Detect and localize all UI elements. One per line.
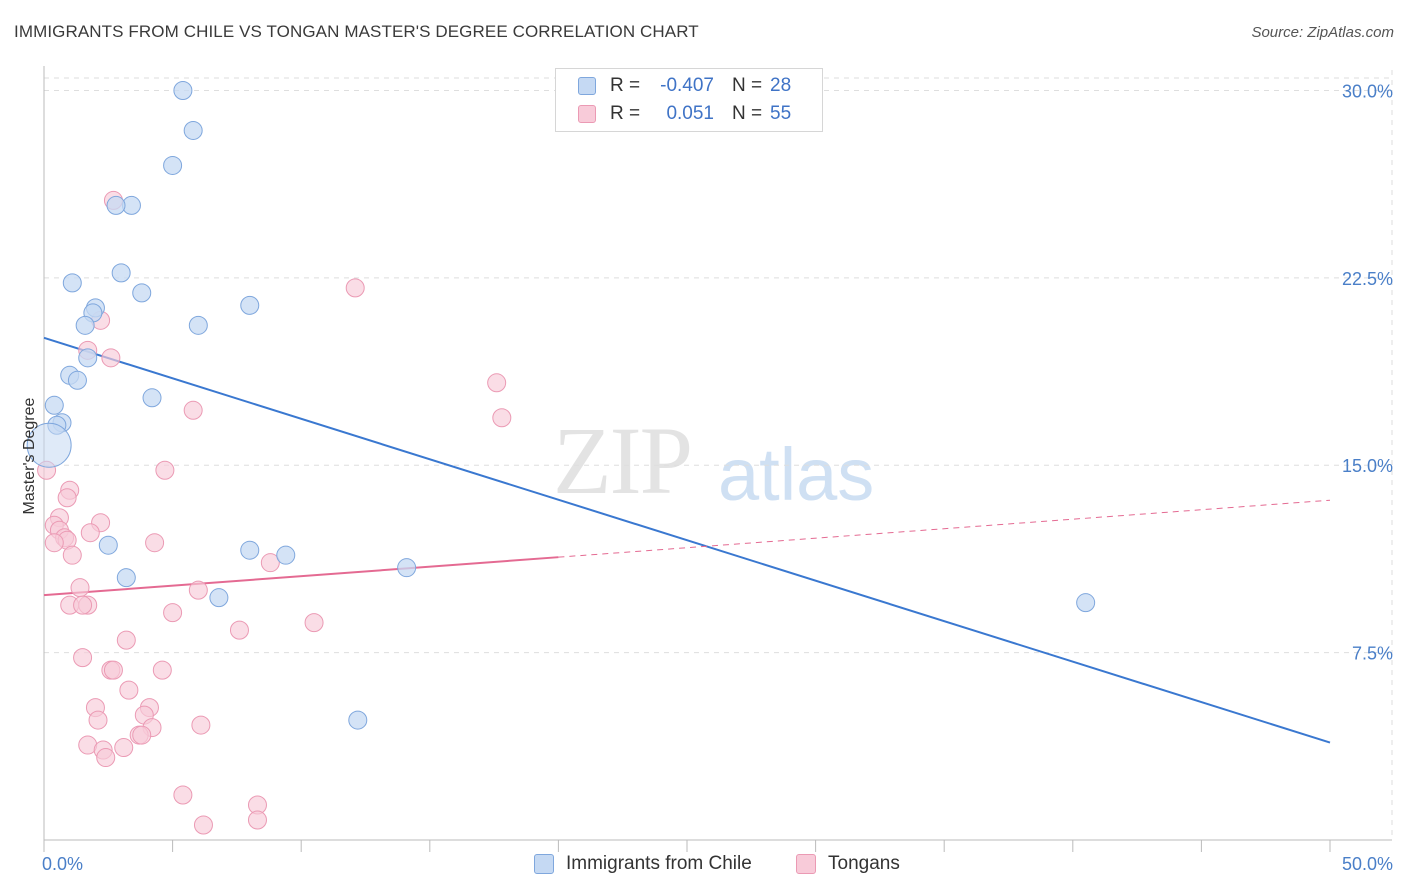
- data-point-tongans: [73, 648, 93, 668]
- data-point-tongans: [173, 785, 193, 805]
- data-point-tongans: [247, 810, 267, 830]
- data-point-tongans: [96, 748, 116, 768]
- data-point-tongans: [191, 715, 211, 735]
- data-point-tongans: [188, 580, 208, 600]
- data-points: [26, 80, 1096, 835]
- bottom-legend-tongans[interactable]: Tongans: [796, 851, 900, 877]
- chart-title: IMMIGRANTS FROM CHILE VS TONGAN MASTER'S…: [14, 22, 699, 41]
- data-point-tongans: [260, 553, 280, 573]
- data-point-tongans: [152, 660, 172, 680]
- axes: [43, 66, 1392, 852]
- bottom-legend-chile[interactable]: Immigrants from Chile: [534, 851, 752, 877]
- legend-r-label: R =: [610, 103, 641, 124]
- data-point-chile: [111, 263, 131, 283]
- data-point-chile: [240, 295, 260, 315]
- data-point-chile: [183, 120, 203, 140]
- data-point-chile: [98, 535, 118, 555]
- legend-n-value: 55: [770, 103, 792, 124]
- x-tick-label: 50.0%: [1342, 854, 1393, 874]
- bottom-legend-swatch-pink: [796, 854, 816, 874]
- legend-row-chile: R = -0.407 N = 28: [578, 73, 791, 99]
- data-point-chile: [1076, 593, 1096, 613]
- y-axis-label: Master's Degree: [21, 397, 38, 514]
- data-point-tongans: [73, 595, 93, 615]
- trend-line-tongans-projected: [558, 499, 1331, 558]
- data-point-tongans: [183, 400, 203, 420]
- legend-n-label: N =: [732, 75, 763, 96]
- data-point-tongans: [163, 603, 183, 623]
- data-point-tongans: [103, 660, 123, 680]
- tick-labels: 7.5% 15.0% 22.5% 30.0% 0.0% 50.0%: [42, 81, 1393, 874]
- trend-lines: [43, 336, 1331, 744]
- data-point-tongans: [132, 725, 152, 745]
- y-tick-label: 22.5%: [1342, 269, 1393, 289]
- data-point-tongans: [345, 278, 365, 298]
- y-tick-label: 15.0%: [1342, 456, 1393, 476]
- y-tick-label: 7.5%: [1352, 644, 1393, 664]
- data-point-chile: [75, 315, 95, 335]
- data-point-chile: [44, 395, 64, 415]
- gridlines: [44, 70, 1393, 840]
- legend-n-label: N =: [732, 103, 763, 124]
- y-tick-label: 30.0%: [1342, 81, 1393, 101]
- legend-r-label: R =: [610, 75, 641, 96]
- legend-swatch-pink: [578, 105, 596, 123]
- data-point-chile: [116, 568, 136, 588]
- data-point-chile: [209, 588, 229, 608]
- data-point-tongans: [101, 348, 121, 368]
- data-point-tongans: [44, 533, 64, 553]
- trend-line-tongans: [43, 556, 559, 597]
- data-point-chile: [173, 80, 193, 100]
- data-point-tongans: [487, 373, 507, 393]
- data-point-tongans: [229, 620, 249, 640]
- legend-r-value: 0.051: [666, 103, 714, 124]
- data-point-tongans: [119, 680, 139, 700]
- legend-swatch-blue: [578, 77, 596, 95]
- data-point-tongans: [155, 460, 175, 480]
- data-point-tongans: [57, 488, 77, 508]
- data-point-tongans: [80, 523, 100, 543]
- data-point-tongans: [114, 738, 134, 758]
- data-point-chile: [348, 710, 368, 730]
- data-point-chile: [142, 388, 162, 408]
- data-point-chile: [240, 540, 260, 560]
- data-point-chile: [132, 283, 152, 303]
- data-point-chile: [397, 558, 417, 578]
- data-point-tongans: [304, 613, 324, 633]
- bottom-legend-swatch-blue: [534, 854, 554, 874]
- data-point-chile: [106, 195, 126, 215]
- data-point-tongans: [116, 630, 136, 650]
- data-point-tongans: [88, 710, 108, 730]
- bottom-legend-label: Immigrants from Chile: [566, 853, 752, 874]
- data-point-chile: [188, 315, 208, 335]
- data-point-chile: [163, 155, 183, 175]
- data-point-chile: [78, 348, 98, 368]
- correlation-legend: R = -0.407 N = 28 R = 0.051 N = 55: [555, 68, 823, 132]
- data-point-chile: [276, 545, 296, 565]
- trend-line-chile: [43, 336, 1331, 744]
- data-point-tongans: [193, 815, 213, 835]
- legend-r-value: -0.407: [660, 75, 714, 96]
- source-credit: Source: ZipAtlas.com: [1251, 24, 1394, 41]
- watermark-zip: ZIP: [553, 407, 693, 514]
- legend-n-value: 28: [770, 75, 792, 96]
- bottom-legend-label: Tongans: [828, 853, 900, 874]
- watermark-atlas: atlas: [718, 433, 875, 516]
- data-point-chile: [67, 370, 87, 390]
- data-point-tongans: [492, 408, 512, 428]
- data-point-chile: [26, 422, 72, 468]
- data-point-tongans: [70, 578, 90, 598]
- legend-row-tongans: R = 0.051 N = 55: [578, 101, 791, 127]
- x-tick-label: 0.0%: [42, 854, 83, 874]
- data-point-tongans: [145, 533, 165, 553]
- data-point-chile: [62, 273, 82, 293]
- data-point-tongans: [62, 545, 82, 565]
